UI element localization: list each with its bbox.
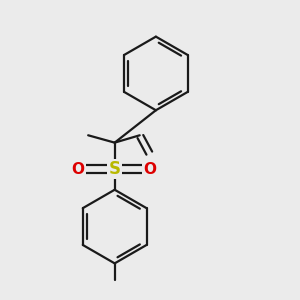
Text: O: O [71, 162, 84, 177]
Text: S: S [109, 160, 121, 178]
Text: O: O [143, 162, 157, 177]
